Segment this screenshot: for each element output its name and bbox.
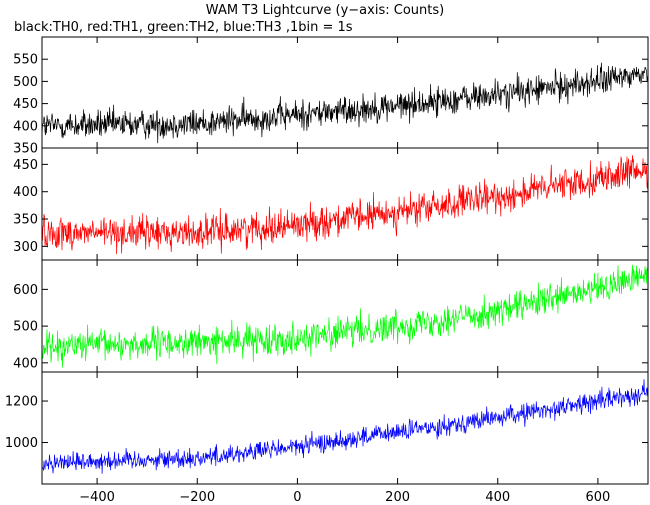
y-tick-label: 350 xyxy=(13,142,38,157)
y-tick-label: 400 xyxy=(13,185,38,200)
y-tick-label: 450 xyxy=(13,97,38,112)
x-tick-label: 200 xyxy=(385,490,410,505)
series-th2-line xyxy=(42,263,648,368)
x-tick-label: 600 xyxy=(586,490,611,505)
y-tick-label: 500 xyxy=(13,320,38,335)
y-tick-label: 550 xyxy=(13,53,38,68)
y-tick-label: 350 xyxy=(13,213,38,228)
y-tick-label: 450 xyxy=(13,158,38,173)
series-th1-line xyxy=(42,155,648,255)
x-tick-label: 0 xyxy=(293,490,301,505)
panels-group: 350 400 450 500 550 300 350 400 450 400 500 600 1000… xyxy=(5,36,649,485)
x-tick-label: 400 xyxy=(485,490,510,505)
panel-th3: 1000 1200 xyxy=(5,371,649,485)
series-th0-line xyxy=(42,62,648,144)
y-tick-label: 300 xyxy=(13,240,38,255)
panel-frame xyxy=(41,147,649,261)
chart-title: WAM T3 Lightcurve (y−axis: Counts) xyxy=(206,3,444,18)
series-th3-line xyxy=(42,379,648,474)
y-tick-label: 1200 xyxy=(5,395,38,410)
y-tick-label: 600 xyxy=(13,283,38,298)
y-tick-label: 400 xyxy=(13,119,38,134)
x-tick-label: −400 xyxy=(79,490,115,505)
y-tick-label: 400 xyxy=(13,356,38,371)
chart-subtitle: black:TH0, red:TH1, green:TH2, blue:TH3 … xyxy=(14,20,353,35)
panel-th1: 300 350 400 450 xyxy=(13,147,649,261)
panel-frame xyxy=(41,259,649,373)
x-axis: −400 −200 0 200 400 600 xyxy=(79,37,610,505)
y-tick-label: 500 xyxy=(13,75,38,90)
panel-frame xyxy=(41,371,649,485)
x-tick-label: −200 xyxy=(179,490,215,505)
y-tick-label: 1000 xyxy=(5,436,38,451)
panel-th2: 400 500 600 xyxy=(13,259,649,373)
panel-th0: 350 400 450 500 550 xyxy=(13,36,649,157)
